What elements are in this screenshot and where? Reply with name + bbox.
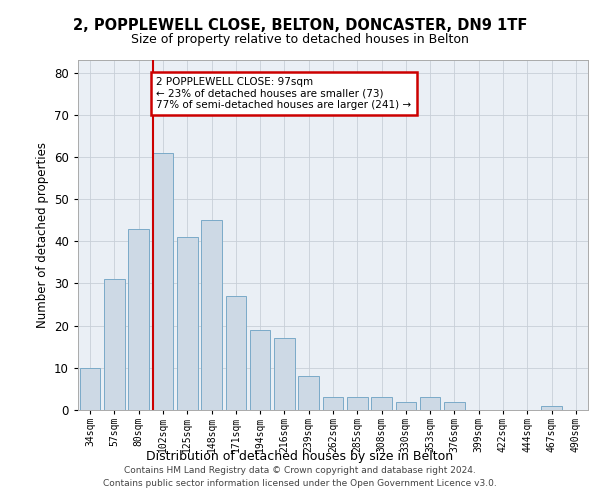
Bar <box>80 368 100 410</box>
Bar <box>347 398 368 410</box>
Bar <box>323 398 343 410</box>
Bar <box>298 376 319 410</box>
Text: 2 POPPLEWELL CLOSE: 97sqm
← 23% of detached houses are smaller (73)
77% of semi-: 2 POPPLEWELL CLOSE: 97sqm ← 23% of detac… <box>157 77 412 110</box>
Bar <box>177 237 197 410</box>
Bar <box>152 153 173 410</box>
Bar <box>250 330 271 410</box>
Bar <box>395 402 416 410</box>
Text: Size of property relative to detached houses in Belton: Size of property relative to detached ho… <box>131 32 469 46</box>
Bar <box>444 402 465 410</box>
Bar <box>226 296 246 410</box>
Text: Contains HM Land Registry data © Crown copyright and database right 2024.
Contai: Contains HM Land Registry data © Crown c… <box>103 466 497 487</box>
Bar <box>201 220 222 410</box>
Y-axis label: Number of detached properties: Number of detached properties <box>35 142 49 328</box>
Bar <box>541 406 562 410</box>
Bar <box>274 338 295 410</box>
Bar <box>104 280 125 410</box>
Bar <box>371 398 392 410</box>
Text: Distribution of detached houses by size in Belton: Distribution of detached houses by size … <box>146 450 454 463</box>
Text: 2, POPPLEWELL CLOSE, BELTON, DONCASTER, DN9 1TF: 2, POPPLEWELL CLOSE, BELTON, DONCASTER, … <box>73 18 527 32</box>
Bar <box>420 398 440 410</box>
Bar <box>128 228 149 410</box>
